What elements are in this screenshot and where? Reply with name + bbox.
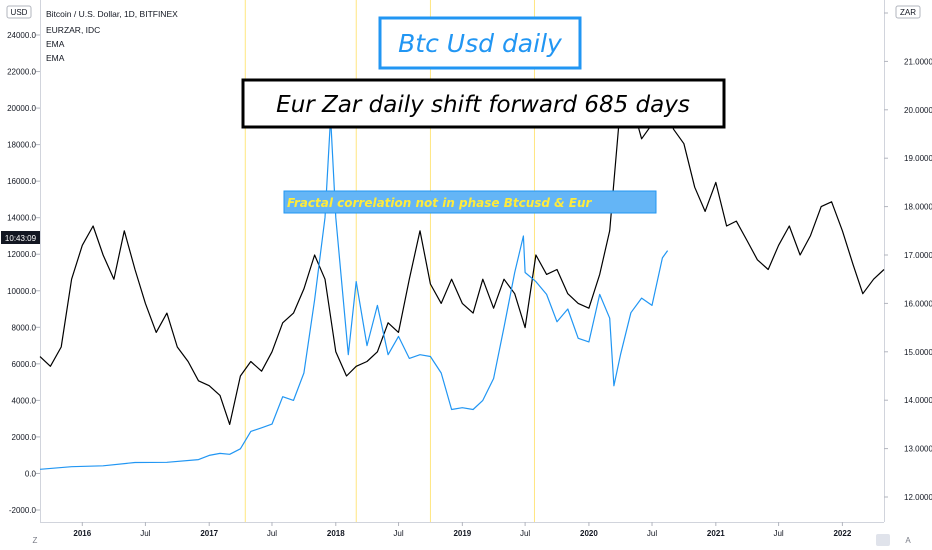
left-tick-label-2: 20000.0 xyxy=(7,104,36,113)
left-tick-label-9: 6000.0 xyxy=(12,360,37,369)
left-tick-label-11: 2000.0 xyxy=(12,433,37,442)
eurzar-line[interactable] xyxy=(39,85,885,425)
left-tick-label-0: 24000.0 xyxy=(7,31,36,40)
subtitle-box[interactable] xyxy=(241,78,726,129)
right-currency-badge: ZAR xyxy=(900,8,916,17)
left-tick-label-1: 22000.0 xyxy=(7,68,36,77)
x-tick-label-9: Jul xyxy=(647,529,657,538)
legend-symbol[interactable]: Bitcoin / U.S. Dollar, 1D, BITFINEX xyxy=(46,9,178,19)
left-tick-label-12: 0.0 xyxy=(25,469,37,478)
footer-left-glyph[interactable]: Z xyxy=(33,536,38,545)
right-tick-label-5: 17.000000 xyxy=(904,251,932,260)
left-tick-label-10: 4000.0 xyxy=(12,396,37,405)
right-price-axis[interactable]: 2221.00000020.00000019.00000018.00000017… xyxy=(884,9,932,502)
right-tick-label-8: 14.000000 xyxy=(904,396,932,405)
left-tick-label-6: 12000.0 xyxy=(7,250,36,259)
title-box[interactable] xyxy=(378,16,582,70)
x-tick-label-7: Jul xyxy=(520,529,530,538)
left-tick-label-13: -2000.0 xyxy=(9,506,37,515)
right-tick-label-3: 19.000000 xyxy=(904,154,932,163)
right-tick-label-9: 13.000000 xyxy=(904,445,932,454)
right-currency-badge-box xyxy=(895,5,921,19)
left-tick-label-7: 10000.0 xyxy=(7,287,36,296)
left-price-axis[interactable]: 24000.0 22000.0 20000.0 18000.0 16000.0 14000… xyxy=(7,31,40,515)
x-tick-label-0: 2016 xyxy=(73,529,91,538)
x-tick-label-11: Jul xyxy=(773,529,783,538)
x-tick-label-8: 2020 xyxy=(580,529,598,538)
subtitle-annotation: Eur Zar daily shift forward 685 days xyxy=(276,92,690,118)
left-currency-badge-box xyxy=(6,5,32,19)
right-tick-label-1: 21.000000 xyxy=(904,57,932,66)
left-tick-label-8: 8000.0 xyxy=(12,323,37,332)
time-axis[interactable]: 2016 Jul 2017 Jul 2018 Jul 2019 Jul 2020 Jul 2021 J… xyxy=(73,522,852,538)
x-tick-label-2: 2017 xyxy=(200,529,218,538)
series-layer xyxy=(39,85,885,470)
right-tick-label-6: 16.000000 xyxy=(904,299,932,308)
x-tick-label-5: Jul xyxy=(393,529,403,538)
title-annotation: Btc Usd daily xyxy=(398,29,563,58)
right-tick-label-4: 18.000000 xyxy=(904,203,932,212)
left-tick-label-5: 14000.0 xyxy=(7,214,36,223)
footer-scroll-button[interactable] xyxy=(876,534,890,546)
left-currency-badge: USD xyxy=(11,8,28,17)
x-tick-label-1: Jul xyxy=(140,529,150,538)
legend-overlay[interactable]: EURZAR, IDC xyxy=(46,25,100,35)
x-tick-label-6: 2019 xyxy=(453,529,471,538)
x-tick-label-3: Jul xyxy=(267,529,277,538)
x-tick-label-4: 2018 xyxy=(327,529,345,538)
legend-ema-1[interactable]: EMA xyxy=(46,39,65,49)
vertical-markers xyxy=(244,0,535,522)
right-tick-label-2: 20.000000 xyxy=(904,106,932,115)
left-tick-label-4: 16000.0 xyxy=(7,177,36,186)
price-label-box xyxy=(1,231,40,244)
price-label: 10:43:09 xyxy=(5,234,37,243)
x-tick-label-10: 2021 xyxy=(707,529,725,538)
right-tick-label-10: 12.000000 xyxy=(904,493,932,502)
note-box[interactable] xyxy=(283,190,657,214)
note-annotation: Fractal correlation not in phase Btcusd … xyxy=(287,196,593,210)
btc-usd-line[interactable] xyxy=(39,116,669,470)
legend-ema-2[interactable]: EMA xyxy=(46,53,65,63)
left-tick-label-3: 18000.0 xyxy=(7,141,36,150)
right-tick-label-7: 15.000000 xyxy=(904,348,932,357)
x-tick-label-12: 2022 xyxy=(833,529,851,538)
footer-right-glyph[interactable]: A xyxy=(905,536,911,545)
